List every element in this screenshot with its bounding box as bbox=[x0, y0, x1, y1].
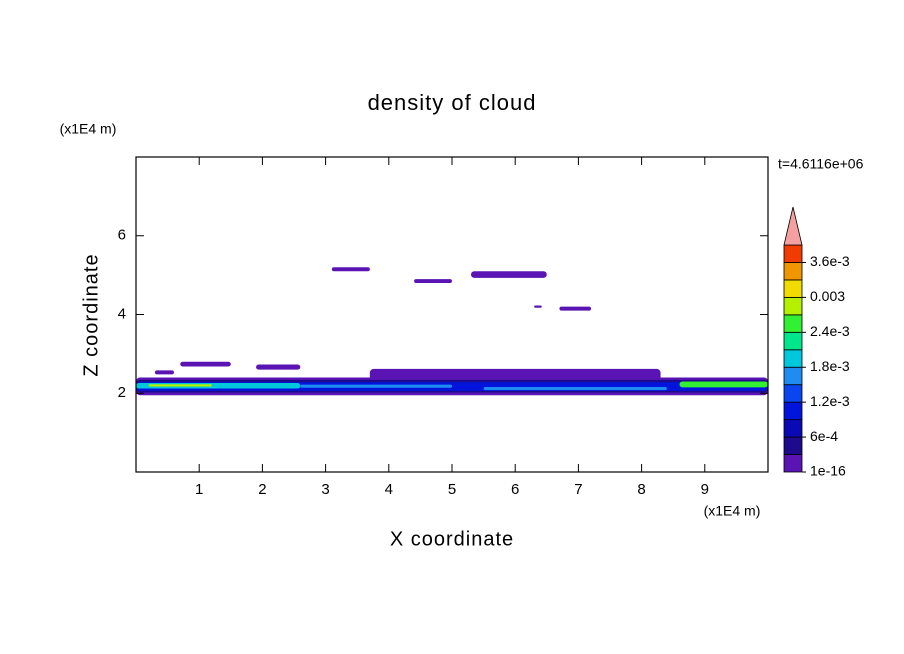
chart-title: density of cloud bbox=[368, 90, 537, 115]
colorbar-box bbox=[783, 296, 803, 316]
contour-region bbox=[300, 384, 452, 388]
contour-region bbox=[369, 368, 661, 382]
colorbar-label: 0.003 bbox=[810, 288, 845, 304]
colorbar-box bbox=[783, 314, 803, 333]
contour-region bbox=[331, 267, 370, 272]
x-tick-label: 5 bbox=[448, 481, 456, 498]
y-tick-label: 4 bbox=[118, 305, 126, 322]
colorbar-box bbox=[783, 366, 803, 386]
contour-region bbox=[154, 370, 174, 375]
contour-region bbox=[148, 384, 212, 387]
colorbar-box bbox=[783, 454, 803, 473]
y-axis-label: Z coordinate bbox=[80, 253, 102, 376]
colorbar-box bbox=[783, 244, 803, 263]
colorbar-box bbox=[783, 279, 803, 298]
x-tick-label: 2 bbox=[258, 481, 266, 498]
colorbar-label: 1e-16 bbox=[810, 463, 846, 479]
colorbar-box bbox=[783, 401, 803, 421]
contour-region bbox=[534, 305, 542, 308]
colorbar-extension bbox=[783, 206, 803, 246]
colorbar-box bbox=[783, 349, 803, 368]
x-tick-label: 6 bbox=[511, 481, 519, 498]
time-label: t=4.6116e+06 bbox=[778, 156, 864, 172]
x-tick-label: 1 bbox=[195, 481, 203, 498]
colorbar-box bbox=[783, 384, 803, 403]
plot-frame bbox=[135, 156, 769, 473]
colorbar-box bbox=[783, 419, 803, 438]
colorbar-label: 1.2e-3 bbox=[810, 393, 850, 409]
colorbar-label: 2.4e-3 bbox=[810, 323, 850, 339]
contour-region bbox=[180, 361, 231, 367]
colorbar-box bbox=[783, 436, 803, 455]
contour-region bbox=[470, 271, 547, 278]
colorbar-label: 1.8e-3 bbox=[810, 358, 850, 374]
contour-region bbox=[414, 279, 452, 283]
colorbar-label: 6e-4 bbox=[810, 428, 838, 444]
x-tick-label: 9 bbox=[701, 481, 709, 498]
contour-region bbox=[559, 306, 592, 311]
y-tick-label: 6 bbox=[118, 227, 126, 244]
x-unit: (x1E4 m) bbox=[704, 503, 761, 519]
x-axis-label: X coordinate bbox=[390, 528, 514, 550]
contour-region bbox=[256, 364, 301, 370]
contour-region bbox=[483, 386, 667, 391]
x-tick-label: 7 bbox=[574, 481, 582, 498]
y-unit: (x1E4 m) bbox=[60, 121, 117, 137]
x-tick-label: 3 bbox=[321, 481, 329, 498]
colorbar-label: 3.6e-3 bbox=[810, 253, 850, 269]
y-tick-label: 2 bbox=[118, 384, 126, 401]
x-tick-label: 8 bbox=[637, 481, 645, 498]
contour-region bbox=[679, 381, 768, 388]
x-tick-label: 4 bbox=[385, 481, 393, 498]
colorbar-box bbox=[783, 331, 803, 351]
colorbar-box bbox=[783, 262, 803, 281]
